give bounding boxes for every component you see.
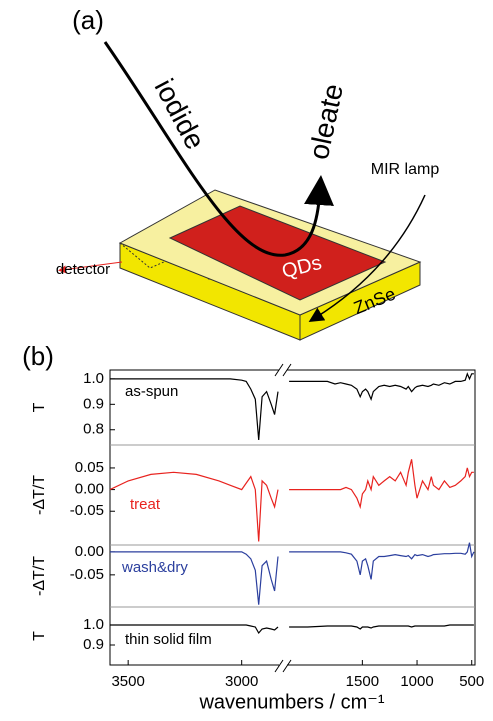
y-tick-label: 0.8 — [83, 421, 104, 438]
spectrum-line — [110, 372, 474, 440]
series-label: as-spun — [125, 383, 178, 400]
iodide-label: iodide — [149, 74, 211, 155]
lamp-arrow — [308, 194, 426, 322]
x-axis-label: wavenumbers / cm⁻¹ — [198, 691, 384, 713]
y-tick-label: -0.05 — [70, 566, 104, 583]
qd-film — [168, 205, 387, 301]
y-axis-label: T — [31, 631, 48, 641]
ion-path — [103, 41, 334, 257]
y-tick-label: 1.0 — [83, 370, 104, 387]
x-tick-label: 500 — [459, 673, 484, 690]
series-label: thin solid film — [125, 631, 212, 648]
panel-label: (b) — [22, 341, 54, 371]
y-tick-label: 0.00 — [75, 543, 104, 560]
y-tick-label: 0.05 — [75, 459, 104, 476]
y-tick-label: 0.9 — [83, 395, 104, 412]
oleate-label: oleate — [303, 81, 349, 162]
detector-arrow — [58, 261, 123, 274]
y-axis-label: T — [31, 402, 48, 412]
spectrum-line — [110, 624, 474, 635]
diagram: (a) iodide oleate MIR lamp detector QDs … — [56, 5, 440, 341]
y-tick-label: 0.00 — [75, 481, 104, 498]
x-tick-label: 3000 — [225, 673, 258, 690]
y-axis-label: -ΔT/T — [31, 556, 48, 596]
x-tick-label: 1000 — [400, 673, 433, 690]
series-label: wash&dry — [121, 559, 188, 576]
break-mark — [274, 363, 292, 673]
x-tick-label: 1500 — [346, 673, 379, 690]
y-axis-label: -ΔT/T — [31, 475, 48, 515]
break-gap — [279, 362, 287, 378]
detector-label: detector — [56, 261, 110, 278]
y-tick-label: 0.9 — [83, 636, 104, 653]
spectrum-line — [109, 459, 474, 542]
y-tick-label: 1.0 — [83, 616, 104, 633]
lamp-label: MIR lamp — [371, 161, 440, 178]
spectrum-line — [110, 542, 475, 605]
plots: 3500 3000 1500 1000 500 1.0 0.9 0.8 Tas-spun 0.05… — [31, 370, 484, 690]
break-gap — [279, 658, 287, 674]
x-tick-label: 3500 — [111, 673, 144, 690]
panel-label: (a) — [72, 5, 104, 35]
series-label: treat — [130, 496, 161, 513]
plot-frame — [109, 369, 476, 666]
y-tick-label: -0.05 — [70, 502, 104, 519]
